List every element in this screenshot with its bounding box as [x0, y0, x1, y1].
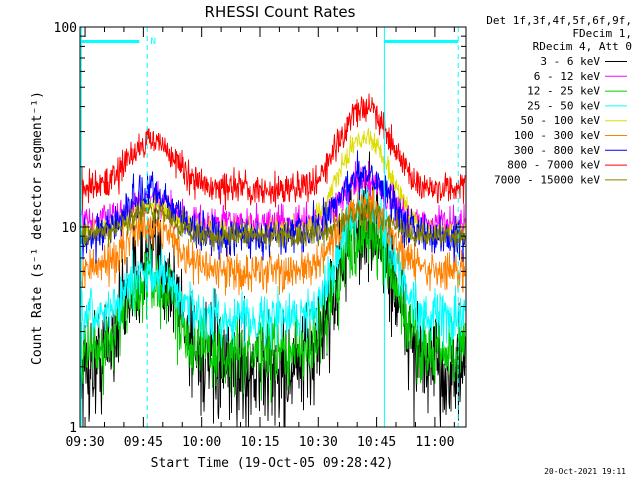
series-7 — [80, 150, 466, 264]
interval-bar — [384, 40, 459, 43]
legend-entry: 50 - 100 keV — [521, 114, 627, 127]
legend-header-line-3: RDecim 4, Att 0 — [533, 40, 632, 53]
legend-header-line-2: FDecim 1, — [572, 27, 632, 40]
legend-entry: 300 - 800 keV — [514, 144, 627, 157]
x-tick-label: 09:45 — [124, 435, 163, 450]
x-tick-label: 10:30 — [299, 435, 338, 450]
series-line — [80, 93, 466, 211]
x-tick-label: 10:00 — [182, 435, 221, 450]
x-tick-label: 10:45 — [357, 435, 396, 450]
legend: Det 1f,3f,4f,5f,6f,9f, FDecim 1, RDecim … — [486, 14, 632, 186]
y-tick-label: 1 — [69, 421, 77, 436]
legend-entry: 6 - 12 keV — [534, 70, 627, 83]
legend-label: 25 - 50 keV — [527, 99, 600, 112]
interval-bar — [81, 40, 140, 43]
y-tick-label: 100 — [54, 21, 77, 36]
legend-label: 50 - 100 keV — [521, 114, 601, 127]
footer-date: 20-Oct-2021 19:11 — [544, 467, 626, 476]
legend-label: 3 - 6 keV — [540, 55, 600, 68]
series-layer — [80, 93, 466, 427]
legend-entry: 800 - 7000 keV — [507, 159, 627, 172]
legend-label: 6 - 12 keV — [534, 70, 601, 83]
y-tick-label: 10 — [61, 221, 77, 236]
x-tick-label: 09:30 — [65, 435, 104, 450]
legend-label: 100 - 300 keV — [514, 129, 600, 142]
x-tick-label: 10:15 — [240, 435, 279, 450]
chart-title: RHESSI Count Rates — [205, 3, 356, 21]
series-line — [80, 186, 466, 296]
series-4 — [80, 185, 466, 350]
series-8 — [80, 93, 466, 211]
series-3 — [80, 199, 466, 403]
y-axis-label: Count Rate (s⁻¹ detector segment⁻¹) — [30, 91, 45, 365]
series-line — [80, 198, 466, 253]
series-line — [80, 199, 466, 403]
legend-header-line-1: Det 1f,3f,4f,5f,6f,9f, — [486, 14, 632, 27]
x-tick-label: 11:00 — [415, 435, 454, 450]
legend-entry: 100 - 300 keV — [514, 129, 627, 142]
tick-layer: 09:30 09:45 10:00 10:15 10:30 10:45 11:00 1 10 10… — [54, 21, 466, 450]
legend-label: 7000 - 15000 keV — [494, 173, 600, 186]
legend-label: 800 - 7000 keV — [507, 159, 600, 172]
series-6 — [80, 186, 466, 296]
legend-entry: 7000 - 15000 keV — [494, 173, 627, 186]
legend-entry: 3 - 6 keV — [540, 55, 627, 68]
series-line — [80, 185, 466, 350]
legend-label: 300 - 800 keV — [514, 144, 600, 157]
x-axis-label: Start Time (19-Oct-05 09:28:42) — [151, 456, 394, 471]
interval-label: N — [150, 37, 155, 47]
legend-label: 12 - 25 keV — [527, 85, 600, 98]
series-9 — [80, 198, 466, 253]
legend-entry: 12 - 25 keV — [527, 85, 627, 98]
legend-entry: 25 - 50 keV — [527, 99, 627, 112]
series-line — [80, 150, 466, 264]
